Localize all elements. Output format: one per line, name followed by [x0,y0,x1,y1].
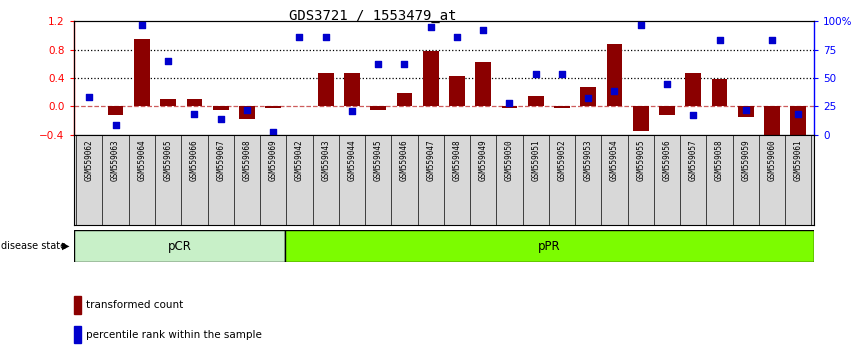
Bar [528,96,544,106]
Bar [554,106,570,108]
Point [109,122,123,128]
Point [345,108,359,114]
Point [266,130,280,135]
Point [82,94,96,100]
Bar [160,99,176,106]
Text: GSM559053: GSM559053 [584,139,592,181]
Point [476,28,490,33]
Text: pPR: pPR [539,240,561,252]
Bar [74,230,285,262]
Point [634,22,648,28]
Text: transformed count: transformed count [86,300,183,310]
Text: GSM559058: GSM559058 [715,139,724,181]
Bar [344,73,359,106]
Bar [397,93,412,106]
Point [660,81,674,86]
Text: GSM559063: GSM559063 [111,139,120,181]
Text: GSM559064: GSM559064 [138,139,146,181]
Bar [580,87,596,106]
Bar [633,106,649,131]
Bar [265,106,281,108]
Bar [423,51,438,106]
Point [293,34,307,40]
Text: GSM559050: GSM559050 [505,139,514,181]
Text: GSM559049: GSM559049 [479,139,488,181]
Point [423,24,437,30]
Bar [74,296,81,314]
Bar [213,106,229,110]
Text: GSM559048: GSM559048 [452,139,462,181]
Text: GSM559055: GSM559055 [637,139,645,181]
Point [397,62,411,67]
Text: GSM559065: GSM559065 [164,139,172,181]
Bar [685,73,701,106]
Text: percentile rank within the sample: percentile rank within the sample [86,330,262,339]
Point [739,107,753,113]
Point [502,100,516,105]
Bar [107,106,124,115]
Text: GSM559069: GSM559069 [268,139,278,181]
Bar [134,39,150,106]
Point [581,96,595,101]
Text: GSM559062: GSM559062 [85,139,94,181]
Text: GSM559051: GSM559051 [531,139,540,181]
Point [161,58,175,64]
Bar [712,79,727,106]
Text: GSM559060: GSM559060 [767,139,777,181]
Text: GSM559044: GSM559044 [347,139,357,181]
Point [792,111,805,117]
Point [135,22,149,28]
Text: GSM559054: GSM559054 [610,139,619,181]
Point [529,72,543,77]
Bar [791,106,806,152]
Text: GSM559052: GSM559052 [558,139,566,181]
Point [240,107,254,113]
Point [372,62,385,67]
Text: GSM559043: GSM559043 [321,139,330,181]
Bar [501,106,517,108]
Bar [74,326,81,343]
Point [319,34,333,40]
Bar [239,106,255,119]
Text: GSM559066: GSM559066 [190,139,199,181]
Point [608,88,622,94]
Bar [764,106,780,145]
Bar [449,76,465,106]
Text: GSM559067: GSM559067 [216,139,225,181]
Bar [285,230,814,262]
Text: GDS3721 / 1553479_at: GDS3721 / 1553479_at [288,9,456,23]
Bar [371,106,386,110]
Text: GSM559068: GSM559068 [242,139,251,181]
Text: GSM559061: GSM559061 [794,139,803,181]
Text: GSM559056: GSM559056 [662,139,671,181]
Text: pCR: pCR [167,240,191,252]
Point [450,34,464,40]
Text: GSM559057: GSM559057 [688,139,698,181]
Bar [659,106,675,115]
Text: GSM559046: GSM559046 [400,139,409,181]
Bar [318,73,333,106]
Point [713,38,727,43]
Point [187,111,201,117]
Point [765,38,779,43]
Bar [738,106,753,117]
Text: GSM559045: GSM559045 [374,139,383,181]
Text: GSM559047: GSM559047 [426,139,436,181]
Bar [186,99,203,106]
Point [555,72,569,77]
Point [687,113,701,118]
Text: GSM559042: GSM559042 [295,139,304,181]
Text: ▶: ▶ [62,241,70,251]
Text: disease state: disease state [1,241,66,251]
Text: GSM559059: GSM559059 [741,139,750,181]
Point [214,116,228,121]
Bar [475,62,491,106]
Bar [606,44,623,106]
